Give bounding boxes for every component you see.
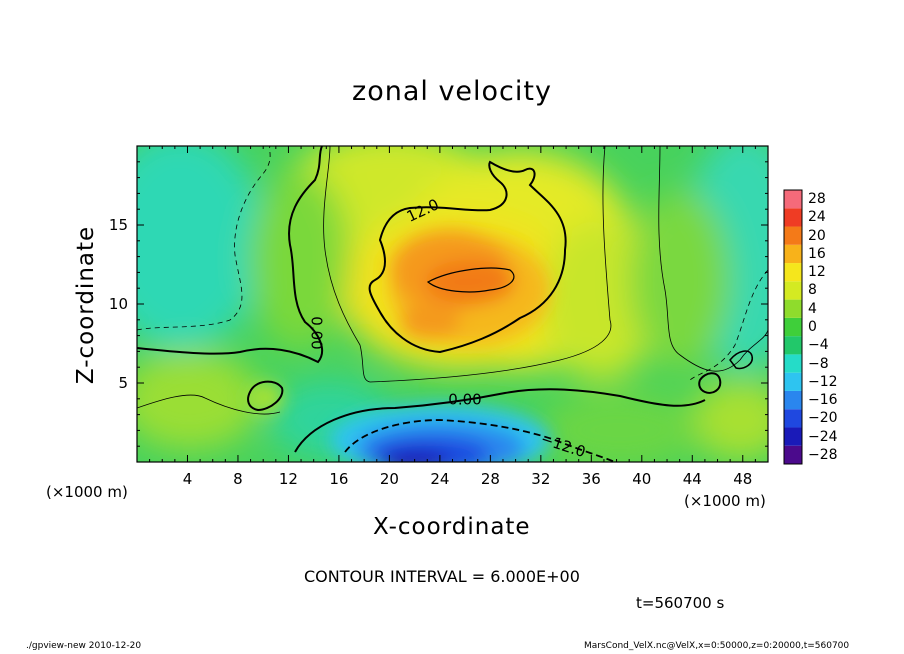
colorbar-label: 20: [808, 227, 826, 244]
x-tick-label: 12: [278, 470, 298, 488]
contour-interval-label: CONTOUR INTERVAL = 6.000E+00: [304, 567, 580, 586]
contour-island-right-2: [729, 350, 753, 370]
colorbar-swatch: [784, 372, 802, 391]
y-tick-label: 15: [108, 216, 128, 234]
x-tick-label: 20: [379, 470, 399, 488]
colorbar-swatch: [784, 208, 802, 227]
contour-dashed-right: [689, 269, 768, 381]
colorbar-swatch: [784, 190, 802, 209]
x-tick-label: 44: [682, 470, 702, 488]
colorbar-label: −20: [808, 410, 838, 427]
colorbar-swatch: [784, 409, 802, 428]
colorbar-label: −16: [808, 392, 838, 409]
colorbar-frame: [783, 189, 803, 465]
y-axis-label: Z-coordinate: [73, 225, 99, 385]
colorbar-swatch: [784, 263, 802, 282]
time-label: t=560700 s: [636, 594, 725, 612]
x-tick-label: 32: [531, 470, 551, 488]
footer-left: ./gpview-new 2010-12-20: [26, 641, 142, 651]
contour-zero-left: [137, 146, 324, 364]
x-axis-label: X-coordinate: [373, 514, 531, 540]
y-tick-label: 5: [118, 374, 128, 392]
chart-title: zonal velocity: [352, 76, 552, 107]
x-tick-label: 28: [480, 470, 500, 488]
x-tick-label: 16: [329, 470, 349, 488]
velocity-field: [137, 146, 768, 462]
colorbar-label: −12: [808, 373, 838, 390]
colorbar-label: −4: [808, 337, 829, 354]
contour-dashed-left: [137, 146, 271, 331]
x-tick-label: 4: [182, 470, 193, 488]
colorbar-label: −28: [808, 446, 838, 463]
colorbar: [783, 189, 803, 465]
x-tick-label: 8: [233, 470, 243, 488]
colorbar-label: 4: [808, 300, 817, 317]
colorbar-swatch: [784, 281, 802, 300]
contour-label: 0.00: [448, 391, 481, 409]
x-unit-label-left: (×1000 m): [46, 483, 128, 501]
colorbar-label: −8: [808, 355, 829, 372]
colorbar-swatch: [784, 336, 802, 355]
x-unit-label-right: (×1000 m): [684, 492, 766, 510]
x-tick-label: 48: [733, 470, 753, 488]
contour-thin-3: [658, 146, 768, 372]
colorbar-label: −24: [808, 428, 838, 445]
colorbar-swatch: [784, 390, 802, 410]
contour-island-left: [247, 380, 284, 412]
colorbar-swatch: [784, 226, 802, 245]
y-tick-label: 10: [108, 295, 128, 313]
contour-island-right: [698, 372, 722, 394]
x-tick-label: 24: [430, 470, 450, 488]
colorbar-swatch: [784, 317, 802, 337]
x-tick-label: 40: [632, 470, 652, 488]
colorbar-swatch: [784, 244, 802, 264]
axis-ticks: [137, 146, 768, 462]
colorbar-swatch: [784, 427, 802, 446]
contour-thin-1: [323, 146, 612, 383]
colorbar-label: 12: [808, 264, 826, 281]
colorbar-label: 0: [808, 319, 817, 335]
colorbar-swatch: [784, 299, 802, 318]
footer-right: MarsCond_VelX.nc@VelX,x=0:50000,z=0:2000…: [584, 641, 850, 651]
x-tick-label: 36: [581, 470, 601, 488]
colorbar-label: 16: [808, 245, 826, 262]
colorbar-swatch: [784, 354, 802, 373]
colorbar-label: 8: [808, 282, 817, 299]
colorbar-swatch: [784, 445, 802, 464]
contour-thin-2: [137, 394, 281, 415]
colorbar-label: 24: [808, 209, 826, 226]
contour-twelve: [368, 160, 567, 354]
contour-lines: [137, 146, 768, 462]
contour-eighteen: [426, 267, 515, 293]
contour-label: 0.00: [308, 316, 326, 349]
contour-zero-bottom: [294, 388, 706, 453]
colorbar-label: 28: [808, 191, 826, 208]
contour-neg-twelve: [344, 419, 616, 462]
